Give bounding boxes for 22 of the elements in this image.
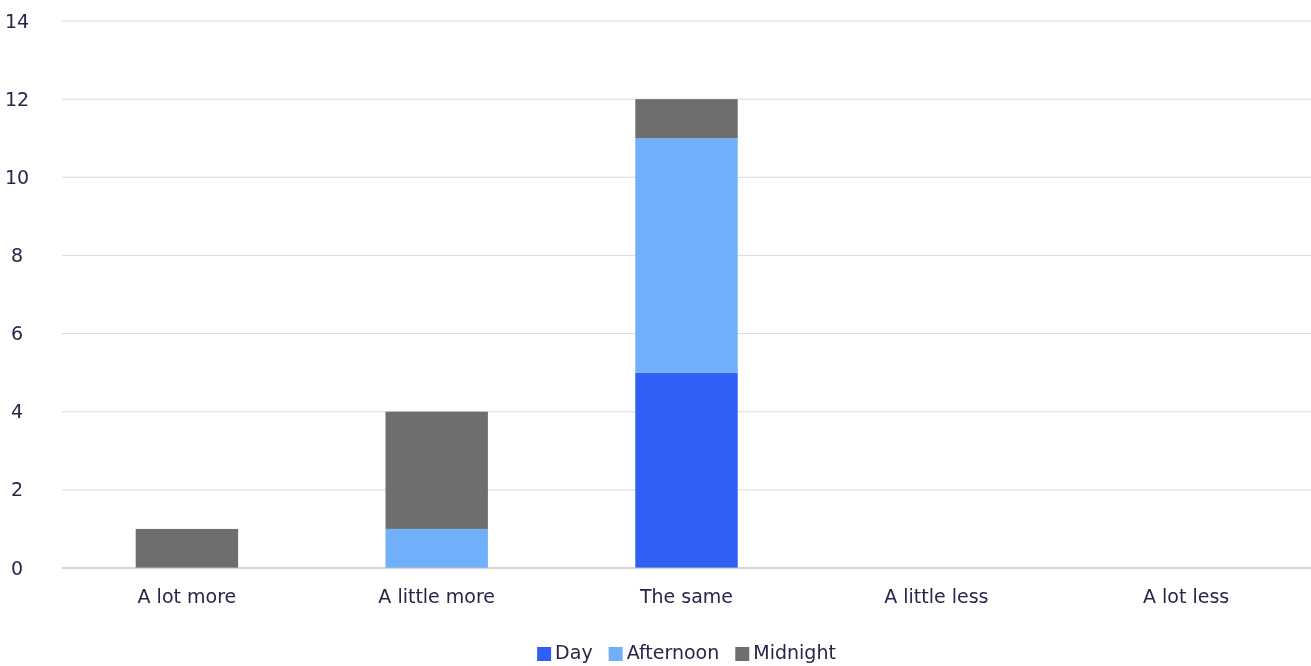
- y-tick-label: 12: [4, 87, 30, 110]
- bar: [385, 528, 488, 568]
- y-tick-label: 14: [4, 9, 30, 32]
- x-tick-label: A little more: [378, 585, 496, 608]
- legend-label: Day: [555, 641, 593, 663]
- x-tick-label: A little less: [884, 585, 989, 608]
- legend-label: Afternoon: [626, 641, 720, 663]
- bar: [635, 99, 738, 139]
- x-tick-label: A lot more: [137, 585, 237, 608]
- x-tick-label: The same: [638, 585, 734, 608]
- y-tick-label: 2: [10, 478, 24, 501]
- legend-label: Midnight: [753, 641, 836, 663]
- bar: [635, 138, 738, 373]
- bar: [135, 528, 239, 568]
- y-tick-label: 10: [4, 165, 30, 188]
- bar: [385, 411, 488, 529]
- bar: [635, 372, 738, 568]
- y-tick-label: 8: [10, 244, 24, 267]
- y-tick-label: 4: [10, 400, 24, 423]
- y-tick-label: 0: [10, 556, 24, 579]
- x-tick-label: A lot less: [1143, 585, 1230, 608]
- y-tick-label: 6: [10, 322, 24, 345]
